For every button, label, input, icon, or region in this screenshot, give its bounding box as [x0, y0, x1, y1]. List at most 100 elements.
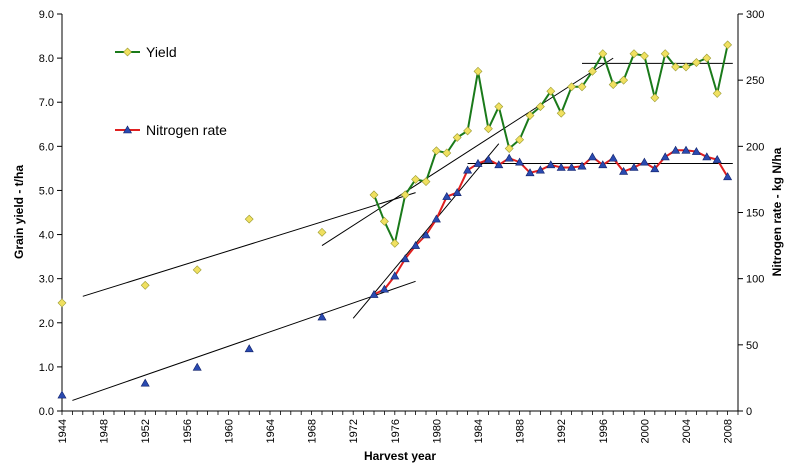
yield-point	[411, 174, 421, 184]
yield-point	[619, 75, 629, 85]
yield-point	[369, 190, 379, 200]
yield-point	[57, 298, 67, 308]
y-right-tick-label: 300	[746, 9, 764, 21]
nitrogen-point	[702, 152, 712, 161]
nitrogen-point	[650, 164, 660, 173]
nitrogen-point	[681, 145, 691, 154]
yield-point	[390, 238, 400, 248]
nitrogen-point	[577, 161, 587, 170]
nitrogen-point	[546, 160, 556, 169]
yield-point	[525, 111, 535, 120]
yield-point	[244, 214, 254, 224]
nitrogen-point	[431, 214, 441, 223]
y-left-tick-label: 5.0	[39, 185, 54, 197]
x-tick-label: 1968	[307, 419, 319, 443]
yield-point	[681, 62, 691, 72]
nitrogen-point	[452, 188, 462, 196]
yield-point	[317, 227, 327, 237]
yield-point	[431, 146, 441, 156]
nitrogen-point	[660, 152, 670, 161]
nitrogen-point	[317, 312, 327, 321]
nitrogen-point	[639, 157, 649, 166]
nitrogen-point	[463, 165, 473, 174]
nitrogen-point	[691, 147, 701, 155]
nitrogen-point	[473, 158, 483, 167]
yield-point	[671, 62, 681, 72]
nitrogen-point	[515, 157, 525, 166]
nitrogen-point	[140, 378, 150, 387]
nitrogen-point	[494, 160, 504, 169]
x-tick-label: 1972	[348, 419, 360, 443]
yield-point	[639, 51, 649, 61]
x-tick-label: 1996	[598, 419, 610, 443]
nitrogen-point	[411, 240, 421, 249]
x-tick-label: 1984	[473, 419, 485, 443]
x-axis-label: Harvest year	[364, 449, 436, 463]
nitrogen-point	[483, 154, 493, 163]
nitrogen-point	[629, 162, 639, 171]
nitrogen-point	[57, 390, 67, 399]
trend-line	[82, 192, 416, 297]
yield-point	[587, 66, 597, 76]
x-tick-label: 1956	[182, 419, 194, 443]
y-right-tick-label: 200	[746, 141, 764, 153]
nitrogen-point	[192, 362, 202, 371]
legend-marker	[122, 125, 133, 134]
yield-point	[192, 265, 202, 275]
yield-point	[473, 66, 483, 76]
nitrogen-point	[504, 153, 514, 162]
yield-point	[379, 216, 389, 226]
y-right-tick-label: 150	[746, 208, 764, 220]
yield-point	[556, 108, 566, 118]
nitrogen-point	[556, 162, 566, 171]
x-tick-label: 1944	[57, 419, 69, 443]
y-left-tick-label: 4.0	[39, 230, 54, 242]
y-left-tick-label: 3.0	[39, 274, 54, 286]
nitrogen-point	[598, 160, 608, 169]
yield-point	[629, 49, 639, 59]
x-tick-label: 1960	[223, 419, 235, 443]
trend-line	[321, 57, 614, 247]
nitrogen-point	[723, 172, 733, 181]
yield-point	[421, 177, 431, 187]
nitrogen-point	[587, 152, 597, 161]
series-line	[373, 149, 729, 296]
yield-point	[442, 148, 452, 158]
x-tick-label: 1988	[515, 419, 527, 443]
yield-point	[483, 124, 493, 134]
y-right-tick-label: 50	[746, 340, 758, 352]
yield-point	[608, 80, 618, 90]
yield-point	[723, 40, 733, 50]
yield-point	[577, 82, 587, 92]
yield-point	[660, 49, 670, 59]
y-axis-right-label: Nitrogen rate - kg N/ha	[770, 147, 784, 276]
y-left-tick-label: 2.0	[39, 318, 54, 330]
yield-point	[535, 102, 545, 112]
yield-point	[504, 144, 514, 153]
y-left-tick-label: 7.0	[39, 97, 54, 109]
yield-point	[463, 126, 473, 136]
nitrogen-point	[369, 289, 379, 298]
yield-point	[567, 82, 577, 92]
x-tick-label: 1952	[140, 419, 152, 443]
y-left-tick-label: 1.0	[39, 362, 54, 374]
x-tick-label: 1980	[431, 419, 443, 443]
series-line	[373, 44, 729, 247]
y-axis-left-label: Grain yield - t/ha	[12, 165, 26, 259]
yield-point	[598, 49, 608, 59]
x-tick-label: 1964	[265, 419, 277, 443]
y-right-tick-label: 250	[746, 75, 764, 87]
nitrogen-point	[442, 192, 452, 200]
yield-point	[546, 86, 556, 96]
yield-point	[515, 135, 525, 145]
legend-label: Yield	[146, 44, 177, 60]
y-left-tick-label: 0.0	[39, 406, 54, 418]
nitrogen-point	[619, 166, 629, 175]
nitrogen-point	[379, 284, 389, 293]
yield-point	[712, 88, 722, 98]
nitrogen-point	[712, 154, 722, 163]
yield-point	[494, 102, 504, 112]
nitrogen-point	[244, 344, 254, 353]
trend-line	[72, 280, 416, 401]
